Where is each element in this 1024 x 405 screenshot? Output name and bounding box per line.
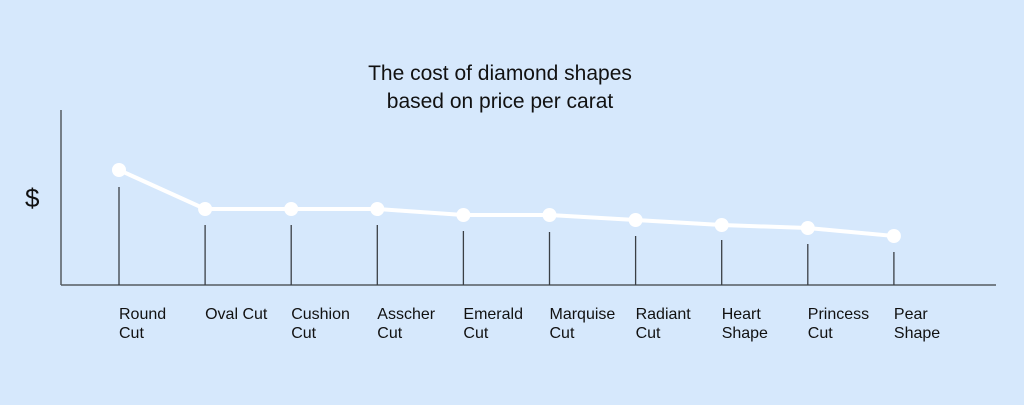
data-point-9 — [886, 229, 901, 243]
data-point-8 — [800, 221, 815, 235]
x-tick-label-line: Oval Cut — [205, 306, 268, 323]
x-tick-label-line: Heart — [721, 306, 761, 323]
x-tick-label-line: Shape — [893, 325, 941, 342]
x-tick-label-line: Cut — [549, 325, 575, 342]
chart-title-line-1: The cost of diamond shapes — [368, 62, 632, 85]
x-tick-label: Emerald Cut — [463, 305, 523, 343]
data-point-7 — [714, 218, 729, 232]
x-tick-label-line: Round — [119, 306, 167, 323]
x-tick-label-line: Pear — [893, 306, 928, 323]
data-point-2 — [284, 202, 299, 216]
x-tick-label-line: Radiant — [635, 306, 691, 323]
stems — [118, 187, 895, 285]
data-point-3 — [370, 202, 385, 216]
data-point-6 — [628, 213, 643, 227]
x-tick-label-line: Cut — [119, 325, 144, 342]
data-point-5 — [542, 208, 557, 222]
x-tick-label: Oval Cut — [205, 305, 267, 324]
x-tick-label: Cushion Cut — [291, 305, 350, 343]
x-tick-label-line: Cut — [377, 325, 403, 342]
x-tick-label-line: Cut — [291, 325, 317, 342]
x-tick-label-line: Princess — [807, 306, 870, 323]
x-tick-label: Heart Shape — [722, 305, 768, 343]
data-point-1 — [198, 202, 213, 216]
x-tick-label: Princess Cut — [808, 305, 869, 343]
chart-title-line-2: based on price per carat — [386, 90, 614, 113]
x-tick-label: Round Cut — [119, 305, 166, 343]
x-tick-label-line: Shape — [721, 325, 768, 342]
x-tick-label-line: Cut — [807, 325, 833, 342]
y-axis-label: $ — [25, 183, 40, 213]
data-point-4 — [456, 208, 471, 222]
x-tick-label: Pear Shape — [894, 305, 940, 343]
x-tick-label-line: Cut — [635, 325, 661, 342]
x-tick-label-line: Marquise — [549, 306, 616, 323]
x-tick-label-line: Cut — [463, 325, 489, 342]
x-tick-label-line: Cushion — [291, 306, 350, 323]
chart-title: The cost of diamond shapes based on pric… — [0, 60, 1000, 116]
x-tick-label-line: Emerald — [463, 306, 523, 323]
x-tick-label: Asscher Cut — [377, 305, 435, 343]
price-line — [118, 168, 895, 238]
x-tick-label: Marquise Cut — [550, 305, 616, 343]
x-tick-label: Radiant Cut — [636, 305, 691, 343]
axes — [60, 110, 996, 286]
x-tick-label-line: Asscher — [377, 306, 436, 323]
data-point-0 — [112, 163, 126, 177]
markers — [112, 163, 901, 243]
